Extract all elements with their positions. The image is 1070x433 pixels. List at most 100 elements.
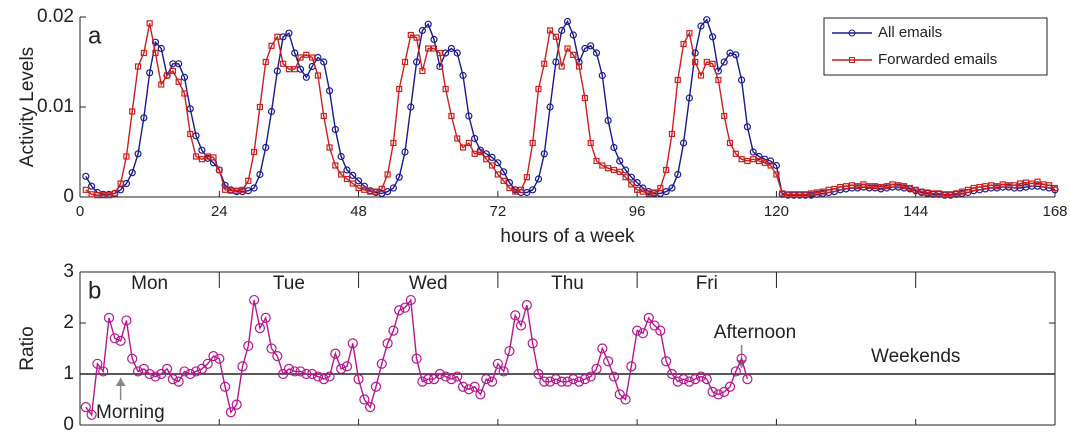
- point: [515, 320, 527, 331]
- point: [585, 371, 596, 382]
- point: [423, 374, 434, 385]
- point: [721, 112, 728, 120]
- day-label: Wed: [409, 273, 448, 294]
- point: [883, 183, 890, 190]
- point: [389, 184, 397, 192]
- x-tick-label: 24: [211, 203, 228, 220]
- point: [425, 45, 432, 52]
- point: [417, 376, 428, 387]
- point: [616, 157, 624, 165]
- point: [216, 166, 223, 174]
- point: [262, 58, 269, 66]
- point: [452, 371, 463, 382]
- point: [521, 300, 532, 311]
- point: [309, 54, 316, 61]
- point: [446, 374, 457, 385]
- y-axis-label: Activity Levels: [17, 47, 38, 167]
- point: [407, 103, 415, 111]
- point: [314, 72, 322, 79]
- point: [643, 312, 654, 323]
- point: [504, 345, 515, 357]
- point: [597, 343, 608, 354]
- point: [98, 366, 109, 377]
- point: [411, 353, 422, 364]
- point: [1005, 182, 1012, 189]
- point: [440, 371, 451, 382]
- point: [448, 112, 455, 120]
- point: [469, 381, 480, 392]
- point: [291, 66, 298, 73]
- point: [82, 186, 89, 193]
- point: [161, 363, 173, 374]
- point: [732, 51, 740, 59]
- point: [541, 60, 548, 67]
- point: [749, 148, 757, 156]
- point: [231, 399, 242, 410]
- point: [605, 165, 612, 172]
- point: [376, 358, 387, 369]
- point: [587, 139, 594, 147]
- point: [185, 368, 196, 380]
- point: [512, 188, 519, 195]
- point: [123, 153, 130, 160]
- point: [622, 174, 629, 181]
- point: [105, 192, 113, 199]
- panel-label: b: [88, 277, 101, 304]
- point: [477, 148, 484, 156]
- point: [738, 156, 745, 163]
- point: [92, 358, 103, 369]
- point: [221, 186, 229, 193]
- point: [564, 45, 571, 52]
- point: [341, 361, 353, 372]
- point: [837, 184, 844, 191]
- point: [254, 323, 266, 334]
- point: [657, 184, 664, 192]
- point: [384, 171, 391, 178]
- point: [959, 188, 966, 195]
- point: [1046, 182, 1053, 189]
- point: [999, 181, 1006, 188]
- point: [1022, 179, 1030, 186]
- series-line: [85, 298, 749, 417]
- point: [297, 54, 304, 61]
- point: [742, 374, 753, 385]
- point: [930, 190, 937, 197]
- point: [138, 363, 149, 374]
- y-tick-label: 3: [63, 261, 74, 282]
- point: [367, 188, 374, 195]
- point: [988, 182, 995, 189]
- point: [569, 31, 577, 39]
- point: [738, 76, 746, 84]
- point: [134, 150, 142, 158]
- point: [471, 150, 478, 157]
- point: [465, 112, 473, 120]
- point: [860, 181, 867, 188]
- point: [111, 190, 118, 197]
- point: [198, 146, 206, 154]
- point: [447, 44, 456, 53]
- point: [401, 58, 409, 66]
- point: [471, 134, 479, 143]
- point: [1034, 178, 1041, 185]
- x-tick-label: 48: [350, 203, 367, 220]
- point: [359, 394, 370, 405]
- point: [272, 351, 283, 362]
- legend-marker: [849, 57, 855, 63]
- point: [686, 30, 693, 37]
- point: [603, 356, 614, 367]
- point: [129, 108, 136, 115]
- point: [701, 374, 712, 385]
- point: [349, 171, 357, 179]
- point: [568, 374, 579, 385]
- point: [912, 186, 919, 193]
- point: [947, 191, 954, 198]
- point: [697, 72, 705, 79]
- point: [175, 60, 183, 68]
- point: [825, 186, 832, 193]
- point: [210, 154, 217, 161]
- point: [666, 368, 678, 380]
- legend-box: [823, 17, 1048, 76]
- point: [331, 125, 339, 134]
- point: [796, 191, 803, 198]
- point: [620, 394, 631, 405]
